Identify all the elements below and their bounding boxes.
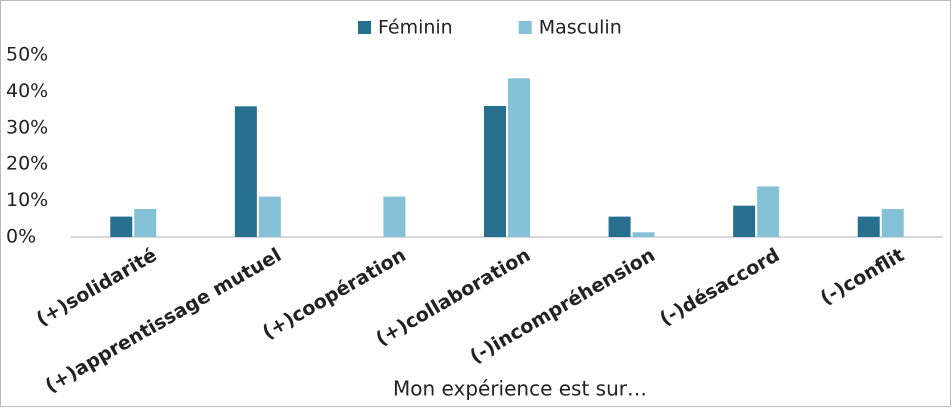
- bar: [134, 208, 157, 237]
- legend-swatch: [518, 21, 532, 34]
- legend-label: Féminin: [378, 17, 453, 39]
- bar: [484, 105, 506, 238]
- y-tick-label: 0%: [6, 226, 36, 248]
- bar: [110, 216, 133, 237]
- bar: [733, 205, 756, 237]
- y-tick-label: 30%: [6, 116, 48, 138]
- bar: [757, 186, 780, 237]
- bar: [383, 196, 406, 237]
- legend-label: Masculin: [539, 17, 622, 39]
- y-tick-label: 10%: [6, 189, 48, 211]
- y-tick-label: 40%: [6, 80, 48, 102]
- bar: [632, 232, 655, 237]
- bar: [258, 196, 281, 237]
- y-tick-label: 20%: [6, 153, 48, 175]
- legend-swatch: [358, 21, 371, 34]
- bar: [234, 106, 257, 237]
- bar: [857, 216, 880, 237]
- y-tick-label: 50%: [6, 44, 48, 66]
- bar: [508, 78, 530, 238]
- bar: [608, 216, 631, 237]
- bar: [881, 208, 904, 237]
- x-axis-title: Mon expérience est sur…: [393, 377, 647, 401]
